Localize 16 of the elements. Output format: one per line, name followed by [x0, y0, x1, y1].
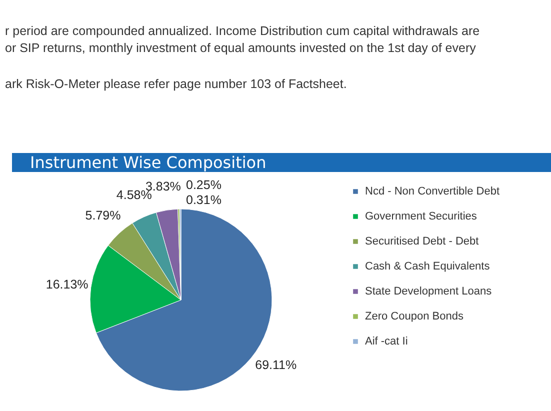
legend-label: Securitised Debt - Debt — [365, 236, 479, 248]
data-label: 5.79% — [85, 208, 121, 223]
text: ark Risk-O-Meter please refer page number 103 of Factsheet. — [5, 77, 347, 91]
legend-label: State Development Loans — [365, 286, 492, 298]
legend-label: Cash & Cash Equivalents — [365, 260, 490, 272]
legend-label: Zero Coupon Bonds — [365, 310, 464, 322]
data-label: 0.25% — [186, 178, 222, 192]
data-label: 16.13% — [46, 277, 88, 292]
text: r period are compounded annualized. Income Distribution cum capital withdrawals are — [5, 24, 480, 38]
text: or SIP returns, monthly investment of equal amounts invested on the 1st day of every — [5, 41, 477, 55]
legend-label: Government Securities — [365, 210, 478, 222]
data-label: 69.11% — [255, 358, 297, 372]
legend-label: Ncd - Non Convertible Debt — [365, 186, 500, 198]
chart-title: Instrument Wise Composition — [30, 153, 266, 172]
legend-label: Aif -cat Ii — [365, 336, 408, 348]
data-label: 0.31% — [186, 193, 222, 207]
